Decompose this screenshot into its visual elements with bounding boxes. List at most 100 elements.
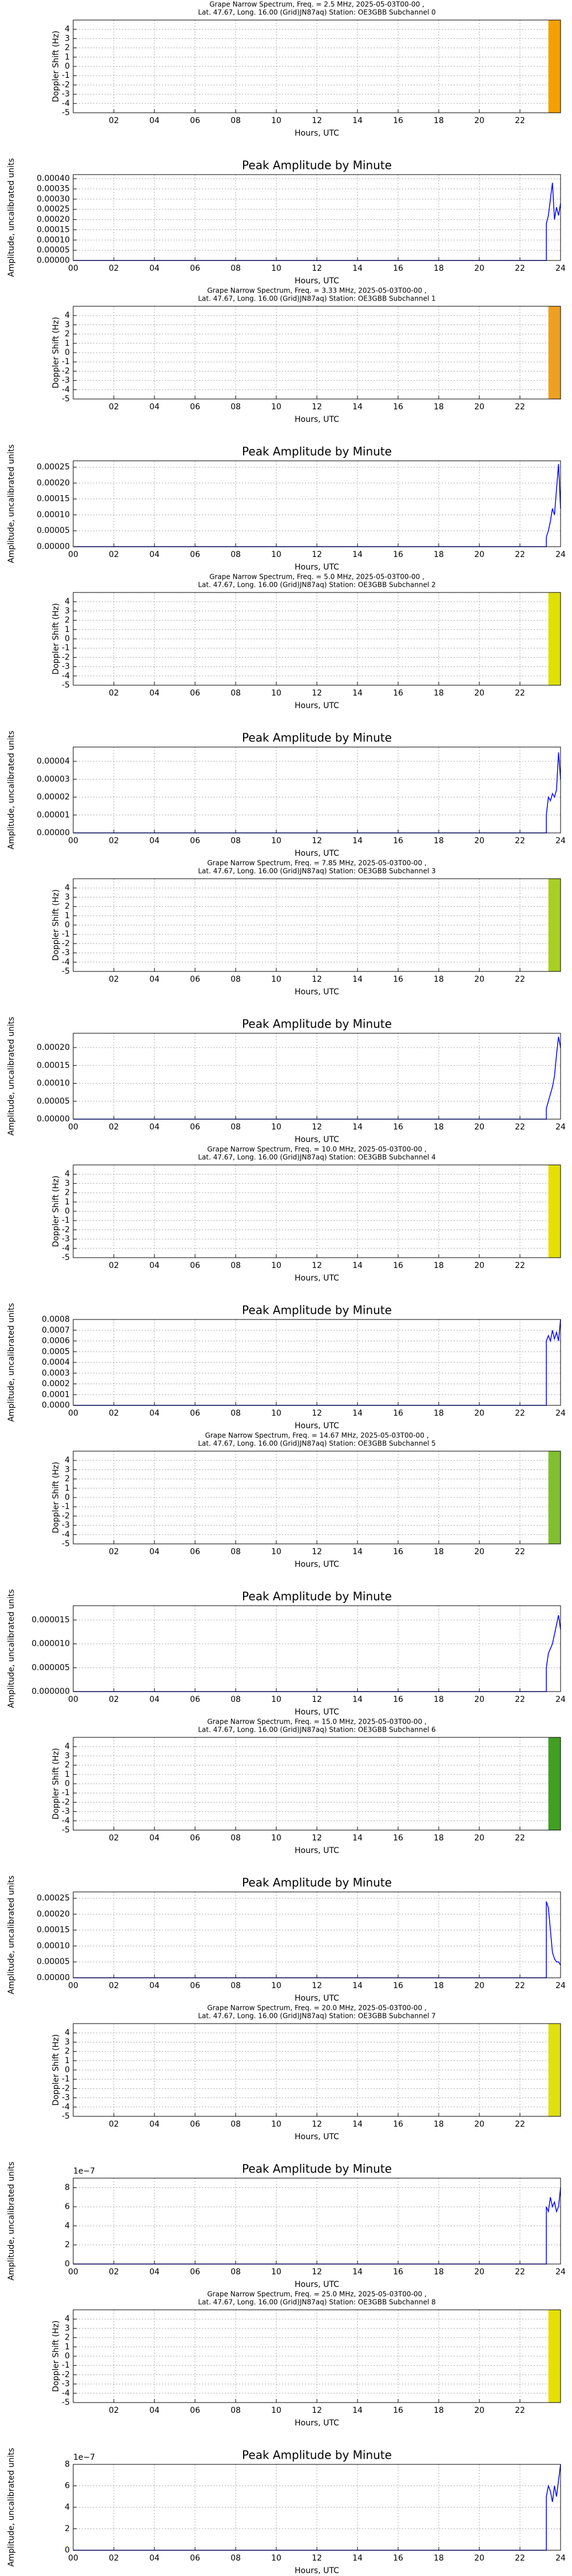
x-tick-label: 22 (515, 1834, 525, 1843)
plot-frame (73, 306, 561, 400)
x-tick-label: 22 (515, 1981, 525, 1990)
data-line (73, 1037, 561, 1120)
x-tick-label: 02 (109, 402, 119, 412)
y-tick-label: 0.0003 (42, 1369, 70, 1378)
x-tick-label: 10 (271, 402, 281, 412)
chart-title: Grape Narrow Spectrum, Freq. = 10.0 MHz,… (207, 1145, 426, 1153)
y-tick-label: 0.0001 (42, 1390, 70, 1399)
x-tick-label: 02 (109, 1409, 119, 1418)
x-tick-label: 16 (393, 116, 403, 125)
x-tick-label: 06 (190, 2267, 200, 2277)
y-tick-label: 3 (65, 1751, 70, 1760)
y-tick-label: 0.00000 (37, 1115, 70, 1124)
x-tick-label: 10 (271, 689, 281, 698)
x-tick-label: 02 (109, 116, 119, 125)
x-tick-label: 08 (231, 116, 241, 125)
y-tick-label: 2 (65, 44, 70, 53)
x-tick-label: 06 (190, 1834, 200, 1843)
y-tick-label: -3 (62, 2380, 70, 2389)
y-tick-label: 0.00025 (37, 1894, 70, 1903)
y-tick-label: -4 (62, 671, 70, 681)
y-tick-label: 0.00002 (37, 793, 70, 802)
x-tick-label: 22 (515, 689, 525, 698)
chart-title: Lat. 47.67, Long. 16.00 (Grid)JN87aq) St… (198, 1440, 436, 1448)
y-tick-label: 0.00015 (37, 1061, 70, 1070)
y-tick-label: -5 (62, 2112, 70, 2121)
y-axis-label: Amplitude, uncalibrated units (7, 2448, 16, 2567)
x-tick-label: 08 (231, 2554, 241, 2563)
y-tick-label: 4 (65, 2028, 70, 2037)
y-tick-label: 0.000015 (31, 1615, 70, 1625)
x-tick-label: 08 (231, 1981, 241, 1990)
x-tick-label: 06 (190, 975, 200, 984)
y-tick-label: 4 (65, 25, 70, 34)
y-tick-label: -2 (62, 2084, 70, 2093)
x-tick-label: 16 (393, 1409, 403, 1418)
x-tick-label: 12 (312, 1981, 322, 1990)
y-tick-label: -4 (62, 1530, 70, 1539)
y-tick-label: 0.00005 (37, 1957, 70, 1966)
x-tick-label: 08 (231, 1409, 241, 1418)
x-tick-label: 10 (271, 1123, 281, 1132)
y-tick-label: -5 (62, 2398, 70, 2407)
x-tick-label: 22 (515, 402, 525, 412)
y-axis-label: Amplitude, uncalibrated units (7, 1017, 16, 1136)
x-tick-label: 16 (393, 1981, 403, 1990)
x-tick-label: 12 (312, 975, 322, 984)
y-tick-label: 0.000010 (31, 1639, 70, 1649)
y-tick-label: 2 (65, 2524, 70, 2534)
y-tick-label: 0.00005 (37, 246, 70, 255)
y-tick-label: -3 (62, 1235, 70, 1244)
x-tick-label: 14 (352, 2554, 363, 2563)
x-tick-label: 12 (312, 2267, 322, 2277)
y-tick-label: 0.00010 (37, 235, 70, 244)
data-line (73, 752, 561, 833)
x-tick-label: 12 (312, 1547, 322, 1556)
x-tick-label: 18 (434, 1981, 444, 1990)
y-tick-label: 3 (65, 892, 70, 902)
x-tick-label: 04 (149, 1547, 160, 1556)
x-tick-label: 12 (312, 264, 322, 273)
y-axis-label: Amplitude, uncalibrated units (7, 730, 16, 850)
x-tick-label: 04 (149, 689, 160, 698)
y-tick-label: 4 (65, 2314, 70, 2324)
y-tick-label: 4 (65, 883, 70, 892)
x-tick-label: 06 (190, 550, 200, 559)
x-tick-label: 14 (352, 2120, 363, 2129)
x-tick-label: 18 (434, 402, 444, 412)
x-tick-label: 16 (393, 2406, 403, 2415)
x-tick-label: 06 (190, 264, 200, 273)
y-tick-label: 0.00000 (37, 828, 70, 837)
x-tick-label: 22 (515, 1123, 525, 1132)
x-tick-label: 22 (515, 264, 525, 273)
x-tick-label: 00 (68, 1981, 78, 1990)
y-tick-label: 6 (65, 2482, 70, 2491)
x-tick-label: 08 (231, 836, 241, 846)
x-tick-label: 14 (352, 1123, 363, 1132)
chart-title: Grape Narrow Spectrum, Freq. = 3.33 MHz,… (207, 287, 426, 295)
y-tick-label: 0 (65, 2546, 70, 2555)
plot-frame (73, 592, 561, 686)
x-tick-label: 04 (149, 2554, 160, 2563)
y-tick-label: 0.00005 (37, 1097, 70, 1106)
x-tick-label: 10 (271, 2554, 281, 2563)
x-tick-label: 14 (352, 836, 363, 846)
y-tick-label: 0.00020 (37, 215, 70, 224)
y-tick-label: 8 (65, 2183, 70, 2192)
x-tick-label: 16 (393, 1261, 403, 1270)
x-tick-label: 24 (555, 1409, 566, 1418)
x-tick-label: 00 (68, 550, 78, 559)
y-tick-label: 3 (65, 2324, 70, 2333)
x-tick-label: 12 (312, 836, 322, 846)
x-tick-label: 02 (109, 1261, 119, 1270)
y-tick-label: -5 (62, 1539, 70, 1548)
x-tick-label: 18 (434, 2120, 444, 2129)
x-tick-label: 14 (352, 2267, 363, 2277)
data-line (73, 464, 561, 547)
x-tick-label: 10 (271, 1261, 281, 1270)
x-tick-label: 00 (68, 2554, 78, 2563)
y-tick-label: 3 (65, 2037, 70, 2046)
plot-frame (73, 1033, 561, 1120)
y-tick-label: 1 (65, 2056, 70, 2065)
